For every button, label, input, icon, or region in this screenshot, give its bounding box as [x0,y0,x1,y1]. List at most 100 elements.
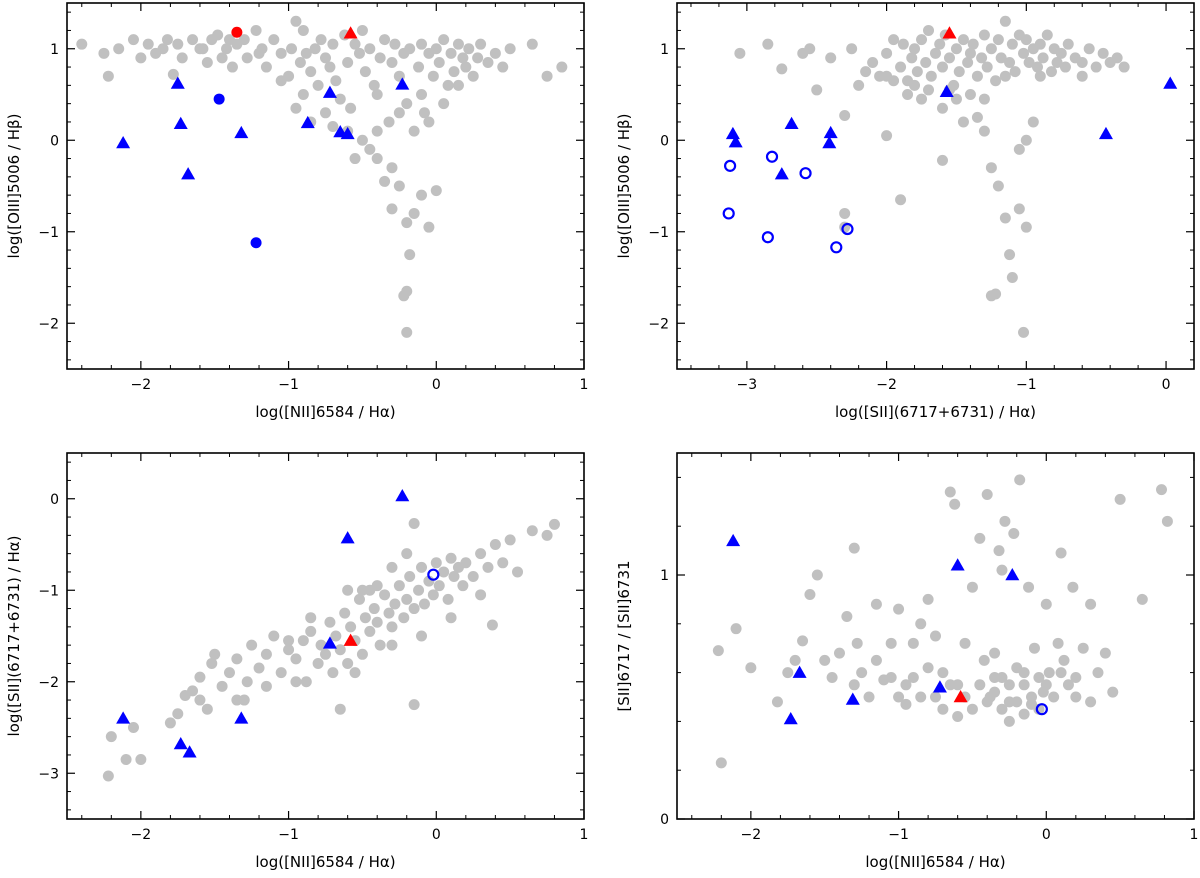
data-point [989,686,1001,698]
data-point [974,532,986,544]
data-point [416,38,428,50]
data-point [846,43,858,55]
data-point [253,47,265,59]
data-point [1083,43,1095,55]
major-ticks: −2 −1 0 1 −3 −2 −1 0 [38,453,588,843]
data-point [345,621,357,633]
data-point-triangle [932,680,947,693]
data-point [260,61,272,73]
data-point [1161,515,1173,527]
data-point [937,667,949,679]
data-point [804,589,816,601]
data-point [1018,47,1030,59]
data-point [398,290,410,302]
data-point [475,589,487,601]
data-point [893,691,905,703]
data-point [776,63,788,75]
data-point [379,589,391,601]
data-point [863,691,875,703]
data-marks [712,474,1173,769]
series-blue-triangles [725,76,1178,180]
major-ticks: −2 −1 0 1 0 1 [660,453,1198,843]
data-point [401,593,413,605]
data-point-triangle [173,116,188,130]
data-point [1059,61,1071,73]
series-blue-triangles [116,489,410,758]
x-tick-label: −2 [131,827,152,843]
data-point [364,143,376,155]
data-point [353,47,365,59]
data-point [1020,134,1032,146]
data-point [497,61,509,73]
data-point [438,98,450,110]
data-point [383,116,395,128]
data-point [895,194,907,206]
data-point-triangle [774,167,789,180]
data-point-triangle [942,26,957,39]
axes-frame [66,452,585,820]
data-point [393,580,405,592]
data-point [418,107,430,119]
data-point [992,34,1004,46]
data-point [300,676,312,688]
data-point [1023,581,1035,593]
data-point [971,70,983,82]
data-point [1004,249,1016,261]
data-point [1032,61,1044,73]
data-point [920,56,932,68]
y-tick-label: −3 [38,766,59,782]
data-point [253,662,265,674]
data-point [907,637,919,649]
data-point [386,621,398,633]
data-point [734,47,746,59]
data-point [964,89,976,100]
data-marks [722,15,1178,338]
data-point [1033,703,1045,715]
data-point [356,134,368,146]
data-point [966,581,978,593]
data-point-triangle [170,76,185,89]
data-point [386,203,398,215]
data-point [1076,56,1088,68]
data-point [371,125,383,137]
axes-frame [66,2,585,370]
data-point [359,66,371,78]
data-point [916,34,928,46]
data-point-open [765,150,779,163]
series-comparison-sample [102,517,560,782]
data-point-open [1035,703,1048,716]
y-axis-label: log([OIII]5006 / Hβ) [5,114,23,259]
data-point [482,56,494,68]
data-point [893,603,905,615]
x-tick-label: −1 [278,377,299,393]
data-point [512,566,524,578]
data-point [1040,679,1052,691]
data-point [283,635,295,647]
x-axis-label: log([NII]6584 / Hα) [255,853,395,871]
data-point-open [799,167,812,180]
data-point [526,38,538,50]
data-point [427,589,439,601]
data-point [404,43,416,55]
data-point [952,711,964,723]
data-point [881,130,893,142]
data-point [452,38,464,50]
data-point [900,679,912,691]
data-point [349,667,361,679]
data-point [999,212,1011,224]
data-point [925,70,937,82]
data-point [120,754,132,766]
data-point-triangle [1098,126,1113,140]
data-point [475,38,487,50]
data-point [327,38,339,50]
data-point [320,52,331,64]
data-point [489,47,501,59]
data-point [989,671,1001,683]
data-point [371,616,383,628]
data-point [223,34,235,46]
data-point [966,703,978,715]
data-point [290,653,302,665]
data-point [999,15,1011,27]
data-point [216,52,228,64]
data-point [206,657,218,669]
